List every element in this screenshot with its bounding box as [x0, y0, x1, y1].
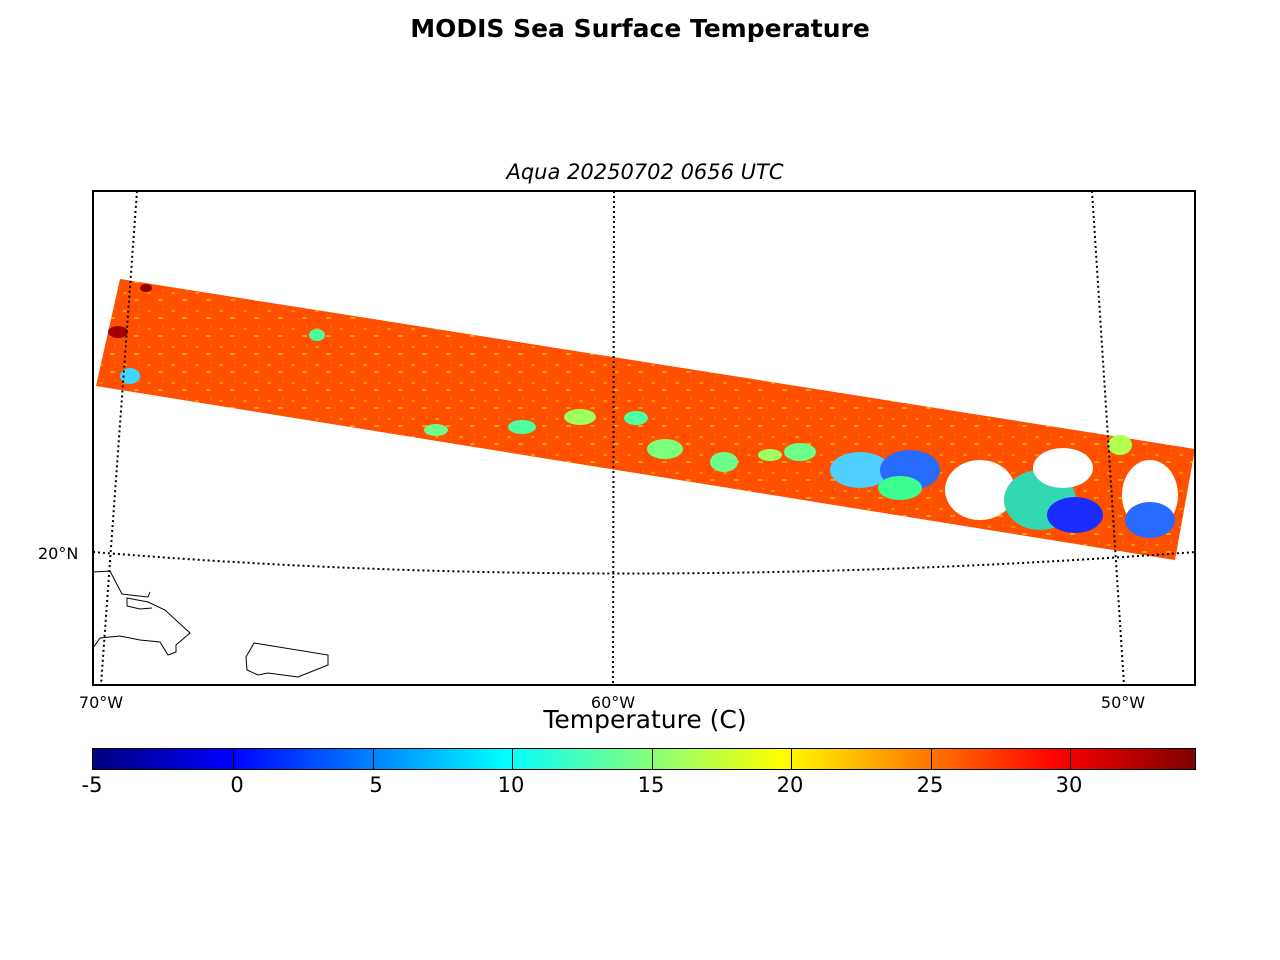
colorbar-tick [373, 749, 374, 769]
coastline [93, 570, 329, 678]
figure-subtitle: Aqua 20250702 0656 UTC [506, 160, 784, 184]
lon-label-70w: 70°W [78, 693, 124, 712]
colorbar-ticklabel: 30 [1055, 773, 1083, 797]
colorbar-tick [233, 749, 234, 769]
colorbar-tick [652, 749, 653, 769]
colorbar-label: Temperature (C) [543, 705, 747, 734]
colorbar [92, 748, 1196, 770]
lon-label-60w: 60°W [590, 693, 636, 712]
colorbar-tick [1070, 749, 1071, 769]
lat-label-20n: 20°N [38, 544, 79, 563]
colorbar-ticklabel: 25 [916, 773, 944, 797]
colorbar-tick [512, 749, 513, 769]
swath-patches [108, 284, 1178, 538]
colorbar-tick [931, 749, 932, 769]
colorbar-tick [791, 749, 792, 769]
colorbar-ticklabel: 15 [637, 773, 665, 797]
colorbar-ticklabel: 5 [369, 773, 383, 797]
colorbar-ticklabel: -5 [81, 773, 103, 797]
colorbar-ticklabel: 20 [776, 773, 804, 797]
map-frame [92, 190, 1196, 686]
lon-label-50w: 50°W [1100, 693, 1146, 712]
colorbar-ticklabel: 0 [230, 773, 244, 797]
figure-title: MODIS Sea Surface Temperature [410, 14, 870, 43]
graticule [93, 191, 1195, 685]
colorbar-ticklabel: 10 [497, 773, 525, 797]
